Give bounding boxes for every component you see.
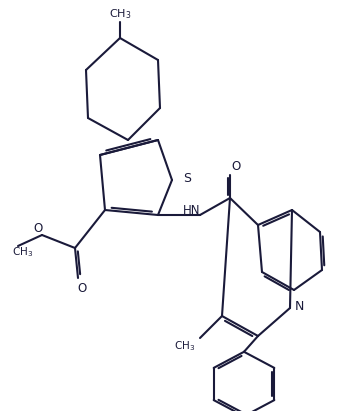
Text: N: N: [295, 300, 304, 312]
Text: S: S: [183, 171, 191, 185]
Text: O: O: [77, 282, 87, 295]
Text: HN: HN: [183, 203, 201, 217]
Text: CH$_3$: CH$_3$: [12, 245, 33, 259]
Text: CH$_3$: CH$_3$: [109, 7, 131, 21]
Text: O: O: [232, 159, 240, 173]
Text: O: O: [33, 222, 43, 235]
Text: CH$_3$: CH$_3$: [174, 339, 195, 353]
